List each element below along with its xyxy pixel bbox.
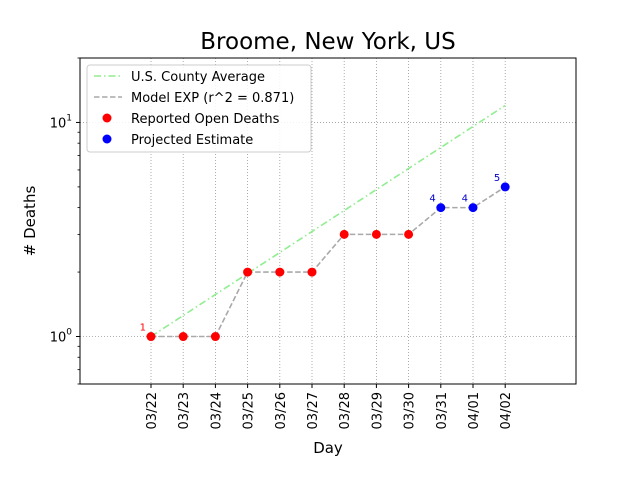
data-label: 4	[462, 194, 468, 205]
x-tick-label: 03/26	[274, 392, 289, 429]
x-tick-label: 03/25	[242, 392, 257, 429]
data-label: 5	[494, 173, 500, 184]
data-point	[500, 182, 510, 192]
data-point	[371, 229, 381, 239]
legend-marker	[102, 134, 112, 144]
legend-label: Model EXP (r^2 = 0.871)	[131, 91, 294, 106]
data-point	[468, 203, 478, 213]
legend-marker	[102, 113, 112, 123]
x-tick-label: 03/22	[145, 392, 160, 429]
legend-label: Projected Estimate	[131, 133, 253, 148]
legend-box	[86, 64, 312, 153]
x-axis: 03/22 03/23 03/24 03/25 03/26 03/27 03/28 03/29…	[145, 384, 514, 429]
grid-lines	[80, 58, 576, 384]
x-tick-label: 03/27	[306, 392, 321, 429]
annotations: 1 4 4 5	[140, 173, 501, 334]
x-tick-label: 03/24	[209, 392, 224, 429]
x-tick-label: 03/23	[177, 392, 192, 429]
x-tick-label: 04/01	[467, 392, 482, 429]
y-tick-label: 101	[50, 113, 72, 131]
data-point	[339, 229, 349, 239]
series-layer	[146, 104, 510, 342]
data-point	[275, 267, 285, 277]
x-tick-label: 03/30	[403, 392, 418, 429]
chart-title: Broome, New York, US	[200, 29, 455, 55]
data-point	[307, 267, 317, 277]
x-tick-label: 03/28	[338, 392, 353, 429]
data-point	[243, 267, 253, 277]
plot-frame	[79, 57, 577, 385]
x-tick-label: 04/02	[499, 392, 514, 429]
legend-label: U.S. County Average	[131, 70, 265, 85]
series-line	[150, 104, 506, 338]
series-line	[151, 186, 506, 338]
data-point	[178, 332, 188, 342]
data-label: 1	[140, 323, 146, 334]
x-axis-label: Day	[313, 439, 343, 457]
data-label: 4	[429, 194, 435, 205]
y-tick-label: 100	[50, 328, 73, 346]
legend: U.S. County Average Model EXP (r^2 = 0.87…	[86, 64, 312, 153]
x-tick-label: 03/29	[370, 392, 385, 429]
data-point	[146, 332, 156, 342]
data-point	[436, 203, 446, 213]
data-point	[404, 229, 414, 239]
x-tick-label: 03/31	[435, 392, 450, 429]
data-point	[210, 332, 220, 342]
y-axis-label: # Deaths	[21, 186, 39, 257]
legend-label: Reported Open Deaths	[131, 112, 280, 127]
y-axis: 100 101	[50, 57, 80, 385]
